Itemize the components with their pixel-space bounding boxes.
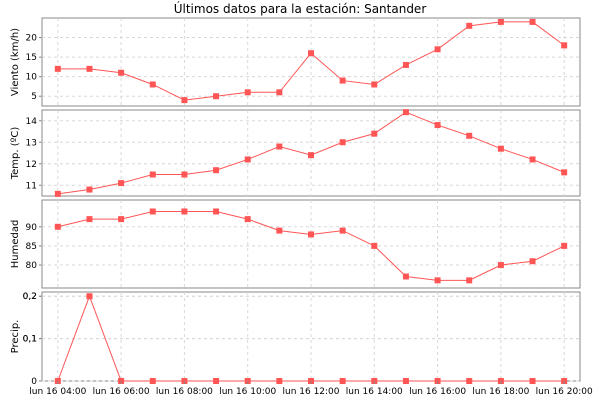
x-tick-label: lun 16 12:00 <box>282 387 339 397</box>
data-point <box>213 378 220 384</box>
data-point <box>434 46 441 53</box>
data-point <box>402 378 409 384</box>
data-point <box>402 273 409 280</box>
y-tick-label: 0,1 <box>23 335 37 345</box>
y-tick-label: 20 <box>26 34 38 44</box>
data-point <box>213 93 220 100</box>
data-point <box>308 231 314 238</box>
data-point <box>371 81 378 88</box>
data-point <box>339 378 346 384</box>
data-point <box>213 208 220 215</box>
y-tick-label: 0 <box>31 377 37 387</box>
data-point <box>276 89 283 96</box>
data-point <box>86 216 93 223</box>
data-point <box>371 130 378 137</box>
data-point <box>371 242 378 249</box>
y-tick-label: 0,2 <box>23 292 37 302</box>
data-point <box>54 190 61 197</box>
data-point <box>181 97 188 104</box>
data-point <box>339 139 346 146</box>
x-tick-label: lun 16 18:00 <box>472 387 529 397</box>
y-tick-label: 15 <box>26 53 37 63</box>
y-axis-label: Precip. <box>10 320 21 354</box>
y-tick-label: 11 <box>26 181 37 191</box>
data-point <box>561 42 568 49</box>
data-point <box>213 167 220 174</box>
y-tick-label: 85 <box>26 242 37 252</box>
x-tick-label: lun 16 04:00 <box>29 387 86 397</box>
data-point <box>276 143 283 150</box>
data-point <box>149 208 156 215</box>
data-point <box>529 258 536 265</box>
y-tick-label: 5 <box>31 92 37 102</box>
x-tick-label: lun 16 08:00 <box>156 387 213 397</box>
y-tick-label: 0,1 <box>23 335 37 345</box>
data-point <box>118 216 125 223</box>
data-point <box>276 378 283 384</box>
data-point <box>308 50 314 57</box>
data-point <box>244 89 251 96</box>
data-point <box>118 180 125 187</box>
y-tick-label: 14 <box>26 117 38 127</box>
data-point <box>244 216 251 223</box>
data-point <box>434 277 441 284</box>
y-tick-label: 10 <box>26 73 38 83</box>
data-point <box>118 69 125 76</box>
x-tick-label: lun 16 06:00 <box>93 387 150 397</box>
data-point <box>529 18 536 25</box>
data-point <box>339 77 346 84</box>
data-point <box>497 18 504 25</box>
data-point <box>54 65 61 72</box>
data-point <box>497 145 504 152</box>
data-point <box>86 293 93 300</box>
data-point <box>529 156 536 163</box>
data-point <box>244 156 251 163</box>
chart-title: Últimos datos para la estación: Santande… <box>174 1 427 16</box>
data-point <box>86 186 93 193</box>
data-point <box>434 122 441 129</box>
y-tick-label: 80 <box>26 261 38 271</box>
y-axis-label: Viento (km/h) <box>10 28 21 96</box>
data-point <box>86 65 93 72</box>
data-point <box>149 171 156 178</box>
data-point <box>402 61 409 68</box>
data-point <box>181 208 188 215</box>
data-point <box>561 169 568 176</box>
y-tick-label: 12 <box>26 160 37 170</box>
data-point <box>466 132 473 139</box>
data-point <box>466 277 473 284</box>
data-point <box>54 223 61 230</box>
data-point <box>181 171 188 178</box>
data-point <box>276 227 283 234</box>
x-tick-label: lun 16 20:00 <box>536 387 593 397</box>
data-point <box>529 378 536 384</box>
data-point <box>308 152 314 159</box>
data-point <box>149 81 156 88</box>
x-tick-label: lun 16 14:00 <box>346 387 403 397</box>
data-point <box>561 242 568 249</box>
x-tick-label: lun 16 16:00 <box>409 387 466 397</box>
y-tick-label: 90 <box>26 223 38 233</box>
data-point <box>466 22 473 29</box>
data-point <box>402 109 409 116</box>
data-point <box>339 227 346 234</box>
y-axis-label: Humedad <box>10 220 21 269</box>
data-point <box>497 262 504 269</box>
y-axis-label: Temp. (ºC) <box>10 127 21 181</box>
y-tick-label: 0,2 <box>23 292 37 302</box>
data-point <box>149 378 156 384</box>
data-point <box>466 378 473 384</box>
y-tick-label: 13 <box>26 138 37 148</box>
x-tick-label: lun 16 10:00 <box>219 387 276 397</box>
